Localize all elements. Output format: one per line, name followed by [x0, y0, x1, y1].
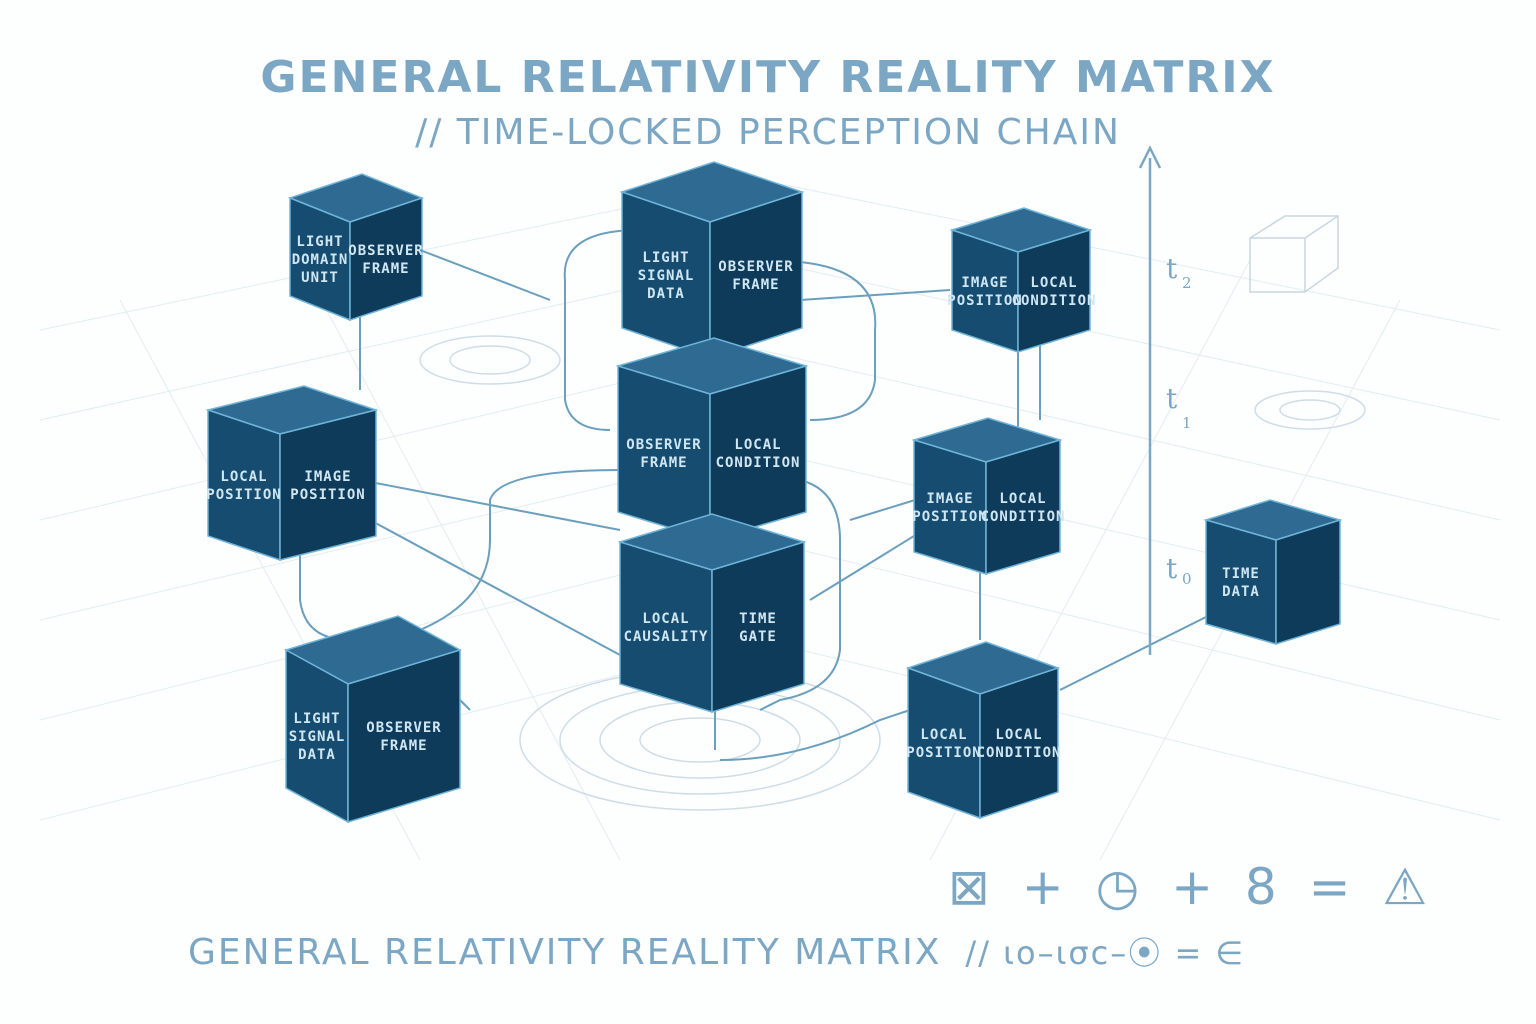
connector-line [719, 709, 911, 761]
cube-c5: OBSERVER FRAME LOCAL CONDITION [615, 337, 809, 542]
cube-right-face [985, 438, 1061, 576]
page-title: GENERAL RELATIVITY REALITY MATRIX [260, 52, 1276, 103]
cube-left-face [207, 408, 281, 562]
cube-right-face [979, 666, 1059, 820]
time-label-t2: t [1166, 252, 1178, 285]
cube-c3: IMAGE POSITION LOCAL CONDITION [947, 207, 1097, 354]
connector-line [369, 519, 621, 656]
time-label-t1: t [1166, 382, 1178, 415]
cube-c4: LOCAL POSITION IMAGE POSITION [205, 385, 379, 562]
cube-left-label-line: IMAGE [926, 491, 973, 507]
cube-right-label-line: TIME [739, 611, 777, 627]
cube-left-label-line: LOCAL [920, 727, 967, 743]
cube-right-label-line: IMAGE [304, 469, 351, 485]
cube-right-label-line: CONDITION [977, 745, 1062, 761]
cube-left-face [907, 666, 981, 820]
cube-right-label-line: LOCAL [734, 437, 781, 453]
connector-line [759, 479, 841, 711]
cube-right-label-line: CONDITION [1012, 293, 1097, 309]
cube-left-label-line: SIGNAL [638, 268, 695, 284]
cube-right-label-line: LOCAL [999, 491, 1046, 507]
cube-left-label-line: POSITION [206, 487, 281, 503]
cube-c10: LOCAL POSITION LOCAL CONDITION [905, 641, 1062, 820]
cube-left-face [951, 228, 1019, 354]
cube-right-label-line: FRAME [362, 261, 409, 277]
connector-line [419, 249, 551, 301]
cube-left-label-line: SIGNAL [289, 729, 346, 745]
wireframe-cube-icon [1249, 215, 1339, 293]
cube-left-face [913, 438, 987, 576]
cube-layer: LIGHT DOMAIN UNIT OBSERVER FRAME LIGHT SIGNAL D… [205, 161, 1343, 824]
cube-right-label-line: LOCAL [1030, 275, 1077, 291]
time-axis-arrow-icon [1138, 145, 1162, 169]
cube-left-label-line: OBSERVER [626, 437, 701, 453]
cube-right-label-line: CONDITION [716, 455, 801, 471]
cube-right-face [279, 409, 377, 561]
cube-right-face [1017, 228, 1091, 354]
cube-left-label-line: DATA [298, 747, 336, 763]
cube-left-label-line: LIGHT [642, 250, 689, 266]
cube-left-face [619, 540, 713, 714]
cube-left-label-line: POSITION [912, 509, 987, 525]
cube-left-label-line: DOMAIN [292, 252, 349, 268]
connector-line [799, 261, 877, 421]
cube-left-face [1205, 519, 1277, 645]
cube-right-label-line: OBSERVER [348, 243, 423, 259]
cube-right-face [347, 648, 461, 824]
cube-right-label-line: FRAME [732, 277, 779, 293]
cube-right-label-line: OBSERVER [366, 720, 441, 736]
time-label-t1-sub: 1 [1182, 414, 1192, 432]
cube-right-face [349, 196, 423, 322]
cube-left-label-line: TIME [1222, 566, 1260, 582]
footer-title: GENERAL RELATIVITY REALITY MATRIX [188, 932, 942, 973]
cube-c8: TIME DATA [1203, 499, 1343, 646]
cube-left-label-line: LIGHT [296, 234, 343, 250]
cube-right-label-line: FRAME [380, 738, 427, 754]
footer-suffix: // ιο–ισс–⦿ = ∈ [965, 934, 1246, 972]
cube-left-face [617, 364, 711, 542]
connector-line [419, 469, 621, 631]
cube-left-label-line: FRAME [640, 455, 687, 471]
cube-right-face [709, 190, 803, 360]
cube-left-label-line: POSITION [947, 293, 1022, 309]
time-axis: t 2 t 1 t 0 [1138, 145, 1192, 655]
connector-line [459, 699, 471, 711]
connector-line [849, 499, 916, 521]
cube-left-label-line: CAUSALITY [624, 629, 709, 645]
cube-right-face [711, 540, 805, 714]
cube-left-label-line: LIGHT [293, 711, 340, 727]
cube-left-label-line: LOCAL [220, 469, 267, 485]
cube-right-label-line: CONDITION [981, 509, 1066, 525]
cube-c7: LOCAL CAUSALITY TIME GATE [617, 513, 807, 714]
cube-right-face [1275, 518, 1341, 646]
equation: ⊠ + ◷ + 8 = ⚠ [948, 858, 1436, 916]
cube-c6: IMAGE POSITION LOCAL CONDITION [911, 417, 1066, 576]
cube-right-face [709, 365, 807, 541]
cube-left-label-line: UNIT [301, 270, 339, 286]
page-subtitle: // TIME-LOCKED PERCEPTION CHAIN [415, 112, 1121, 153]
cube-right-label-line: LOCAL [995, 727, 1042, 743]
time-label-t0: t [1166, 552, 1178, 585]
time-label-t2-sub: 2 [1182, 274, 1192, 292]
cube-left-label-line: DATA [1222, 584, 1260, 600]
cube-left-label-line: POSITION [906, 745, 981, 761]
cube-right-label-line: OBSERVER [718, 259, 793, 275]
cube-c2: LIGHT SIGNAL DATA OBSERVER FRAME [619, 161, 805, 360]
cube-left-label-line: IMAGE [961, 275, 1008, 291]
footer-caption: GENERAL RELATIVITY REALITY MATRIX // ιο–ι… [188, 928, 1245, 974]
time-label-t0-sub: 0 [1182, 570, 1192, 588]
cube-c1: LIGHT DOMAIN UNIT OBSERVER FRAME [287, 173, 425, 322]
connector-line [1059, 609, 1221, 691]
connector-line [799, 289, 951, 301]
cube-left-label-line: DATA [647, 286, 685, 302]
cube-c9: LIGHT SIGNAL DATA OBSERVER FRAME [284, 615, 462, 824]
cube-right-label-line: GATE [739, 629, 777, 645]
cube-right-label-line: POSITION [290, 487, 365, 503]
connector-line [563, 229, 641, 431]
cube-left-label-line: LOCAL [642, 611, 689, 627]
